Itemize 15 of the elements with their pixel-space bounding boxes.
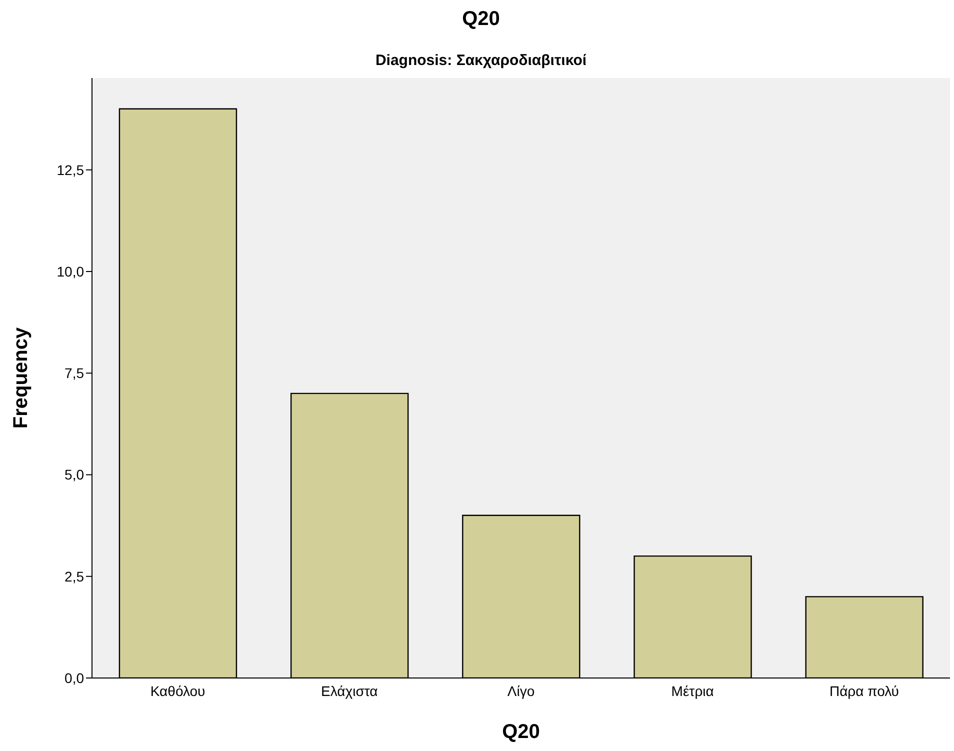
x-tick-label: Ελάχιστα	[321, 682, 378, 699]
chart-title: Q20	[461, 8, 501, 31]
y-tick-label: 12,5	[56, 162, 84, 178]
y-tick-label: 2,5	[64, 568, 84, 584]
y-tick-label: 0,0	[64, 670, 84, 686]
chart-subtitle: Diagnosis: Σακχαροδιαβιτικοί	[374, 52, 588, 69]
y-tick-label: 5,0	[64, 466, 84, 483]
x-axis-title: Q20	[502, 721, 540, 743]
y-tick-label: 10,0	[56, 263, 84, 280]
x-tick-label: Πάρα πολύ	[829, 682, 899, 699]
x-tick-label: Μέτρια	[671, 682, 714, 699]
y-axis-title: Frequency	[10, 326, 32, 429]
x-tick-label: Καθόλου	[150, 682, 206, 699]
x-tick-label: Λίγο	[507, 682, 535, 699]
y-tick-label: 7,5	[64, 365, 84, 382]
